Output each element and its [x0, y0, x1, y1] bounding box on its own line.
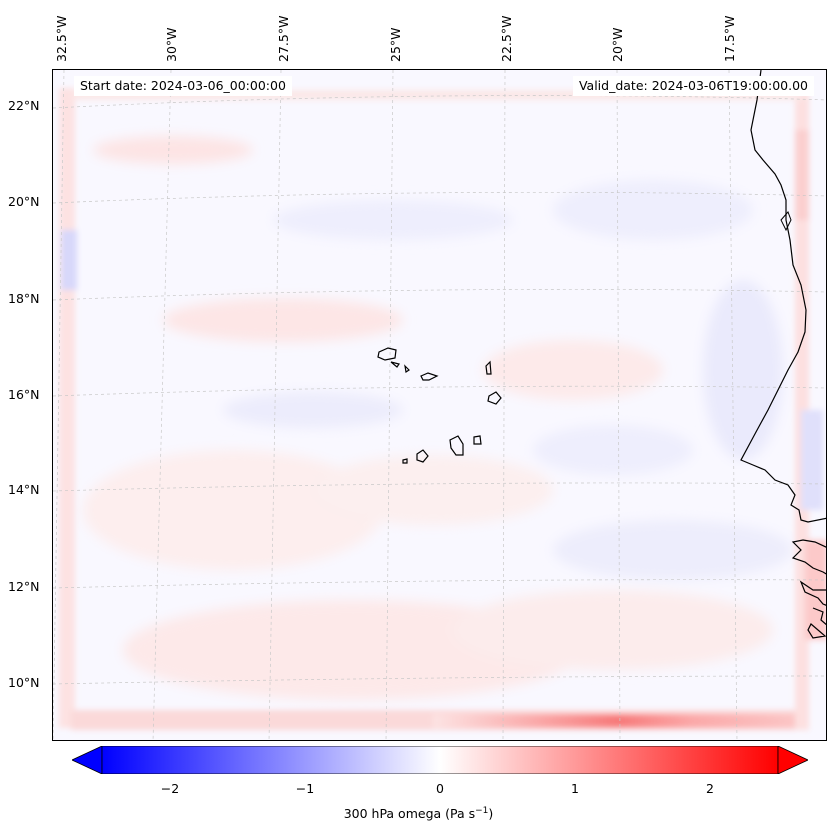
colorbar-label: 300 hPa omega (Pa s−1) — [0, 806, 837, 821]
coastline — [740, 70, 826, 639]
island-fogo — [416, 449, 429, 463]
lat-label: 12°N — [8, 579, 40, 594]
colorbar-label-text: 300 hPa omega (Pa s — [343, 806, 476, 822]
negative-patch — [533, 425, 693, 475]
lon-label: 25°W — [388, 27, 403, 62]
positive-patch — [483, 340, 663, 400]
island-sal — [485, 360, 492, 375]
lat-label: 16°N — [8, 387, 40, 402]
positive-patch — [163, 298, 403, 342]
map-panel[interactable] — [52, 69, 827, 741]
lon-label: 27.5°W — [276, 15, 291, 62]
island-santa-luzia — [404, 364, 410, 374]
positive-patch — [83, 450, 383, 570]
lon-label: 30°W — [164, 27, 179, 62]
valid-date-label: Valid_date: 2024-03-06T19:00:00.00 — [572, 76, 814, 96]
omega-patches — [83, 136, 793, 700]
negative-patch — [553, 520, 793, 580]
island-maio — [473, 435, 482, 445]
start-date-label: Start date: 2024-03-06_00:00:00 — [74, 76, 292, 96]
island-sao-vicente — [390, 361, 400, 368]
colorbar-tick-label: −1 — [295, 781, 315, 796]
lat-label: 20°N — [8, 194, 40, 209]
colorbar-gradient — [101, 746, 779, 774]
colorbar-extend-low — [72, 746, 103, 774]
island-sao-nicolau — [420, 372, 439, 381]
lon-label: 17.5°W — [722, 15, 737, 62]
negative-patch — [273, 200, 513, 240]
island-santo-antao — [377, 347, 397, 361]
island-boa-vista — [487, 391, 502, 405]
colorbar-tick-label: 0 — [436, 781, 444, 796]
negative-patch — [703, 280, 783, 460]
colorbar-tick-label: 2 — [706, 781, 714, 796]
lat-label: 22°N — [8, 98, 40, 113]
gridlines — [53, 70, 826, 740]
lat-label: 14°N — [8, 482, 40, 497]
boundary-bands — [59, 88, 826, 730]
lat-label: 18°N — [8, 291, 40, 306]
colorbar-extend-high — [777, 746, 808, 774]
island-brava — [402, 458, 408, 464]
colorbar-label-close: ) — [488, 806, 494, 822]
positive-patch — [313, 455, 553, 525]
lat-label: 10°N — [8, 675, 40, 690]
lon-label: 22.5°W — [499, 15, 514, 62]
coastline-islet — [780, 211, 792, 232]
colorbar-tick-label: −2 — [160, 781, 180, 796]
colorbar-label-exponent: −1 — [475, 806, 489, 816]
omega-field-map — [53, 70, 826, 740]
positive-patch — [453, 590, 773, 670]
colorbar-tick-label: 1 — [571, 781, 579, 796]
cape-verde-islands — [377, 347, 502, 464]
island-santiago — [449, 435, 464, 456]
negative-patch — [553, 180, 753, 240]
negative-patch — [223, 392, 403, 428]
lon-label: 20°W — [610, 27, 625, 62]
lon-label: 32.5°W — [54, 15, 69, 62]
positive-patch — [93, 136, 253, 164]
colorbar — [72, 746, 808, 774]
